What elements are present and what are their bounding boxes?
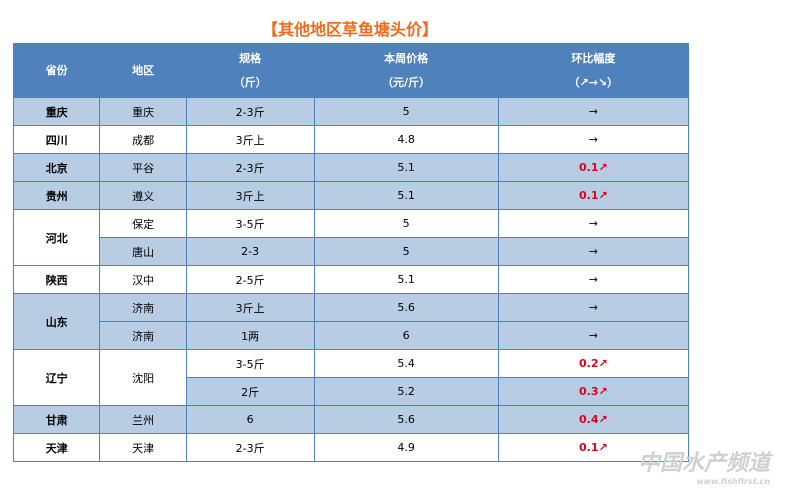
header-text: 规格: [239, 51, 262, 65]
change-cell: →: [497, 237, 690, 266]
region-cell: 唐山: [99, 237, 187, 266]
watermark: 中国水产频道 www.fishfirst.cn: [638, 445, 770, 486]
change-cell: 0.2↗: [497, 349, 690, 378]
table-body: 重庆 重庆 2-3斤 5 → 四川 成都 3斤上 4.8 → 北京 平谷 2-3斤 5.1 0.1↗ 贵州 遵义…: [12, 97, 690, 462]
province-cell: 陕西: [12, 265, 101, 294]
header-cell: 本周价格 （元/斤）: [313, 43, 499, 98]
province-cell: 甘肃: [12, 405, 101, 434]
table-row: 河北 保定 3-5斤 5 →: [12, 209, 690, 266]
region-cell: 遵义: [99, 181, 187, 210]
spec-cell: 3斤上: [185, 293, 315, 322]
table-row: 陕西 汉中 2-5斤 5.1 →: [12, 265, 690, 294]
spec-cell: 3斤上: [185, 125, 315, 154]
table-row: 四川 成都 3斤上 4.8 →: [12, 125, 690, 154]
header-row: 省份 地区 规格 （斤） 本周价格 （元/斤） 环比幅度 （↗→↘）: [12, 43, 690, 98]
table-row: 甘肃 兰州 6 5.6 0.4↗: [12, 405, 690, 434]
province-cell: 山东: [12, 293, 101, 350]
province-cell: 天津: [12, 433, 101, 462]
price-cell: 4.8: [313, 125, 499, 154]
spec-cell: 2-5斤: [185, 265, 315, 294]
header-text: 本周价格: [384, 51, 429, 65]
change-cell: →: [497, 97, 690, 126]
table-row: 2斤 5.2 0.3↗: [14, 377, 690, 406]
title: 【其他地区草鱼塘头价】: [261, 20, 438, 39]
change-cell: 0.1↗: [497, 433, 690, 462]
spec-cell: 3-5斤: [185, 349, 315, 378]
province-cell: 河北: [12, 209, 101, 266]
region-cell: 保定: [99, 209, 187, 238]
price-cell: 5.6: [313, 293, 499, 322]
change-cell: 0.4↗: [497, 405, 690, 434]
province-cell: 贵州: [12, 181, 101, 210]
province-cell: 重庆: [12, 97, 101, 126]
spec-cell: 6: [185, 405, 315, 434]
table-row: 济南 1两 6 →: [14, 321, 690, 350]
watermark-url: www.fishfirst.cn: [696, 477, 770, 486]
price-cell: 5: [313, 237, 499, 266]
region-cell: 济南: [99, 321, 187, 350]
spec-cell: 3-5斤: [185, 209, 315, 238]
spec-cell: 3斤上: [185, 181, 315, 210]
header-text: （元/斤）: [382, 75, 431, 89]
price-cell: 5: [313, 209, 499, 238]
region-cell: 兰州: [99, 405, 187, 434]
spec-cell: 1两: [185, 321, 315, 350]
header-cell: 地区: [99, 43, 187, 98]
header-cell: 规格 （斤）: [185, 43, 315, 98]
header-cell: 省份: [12, 43, 101, 98]
table-row: 辽宁 沈阳 3-5斤 5.4 0.2↗: [12, 349, 690, 406]
table-row: 北京 平谷 2-3斤 5.1 0.1↗: [12, 153, 690, 182]
price-cell: 5: [313, 97, 499, 126]
region-cell: 天津: [99, 433, 187, 462]
change-cell: →: [497, 265, 690, 294]
change-cell: 0.1↗: [497, 181, 690, 210]
region-cell: 沈阳: [99, 349, 187, 406]
spec-cell: 2-3斤: [185, 153, 315, 182]
change-cell: →: [497, 209, 690, 238]
table-row: 唐山 2-3 5 →: [14, 237, 690, 266]
price-table: 省份 地区 规格 （斤） 本周价格 （元/斤） 环比幅度 （↗→↘） 重庆 重庆 2-3斤 5 → 四川…: [12, 43, 690, 462]
change-cell: →: [497, 321, 690, 350]
province-cell: 四川: [12, 125, 101, 154]
header-text: （↗→↘）: [568, 75, 619, 89]
price-cell: 5.4: [313, 349, 499, 378]
table-row: 重庆 重庆 2-3斤 5 →: [12, 97, 690, 126]
region-cell: 汉中: [99, 265, 187, 294]
price-cell: 6: [313, 321, 499, 350]
spec-cell: 2-3: [185, 237, 315, 266]
price-cell: 5.2: [313, 377, 499, 406]
region-cell: 平谷: [99, 153, 187, 182]
province-cell: 北京: [12, 153, 101, 182]
change-cell: 0.3↗: [497, 377, 690, 406]
table-header: 省份 地区 规格 （斤） 本周价格 （元/斤） 环比幅度 （↗→↘）: [12, 43, 690, 98]
spec-cell: 2斤: [185, 377, 315, 406]
price-cell: 5.6: [313, 405, 499, 434]
header-cell: 环比幅度 （↗→↘）: [497, 43, 690, 98]
region-cell: 济南: [99, 293, 187, 322]
province-cell: 辽宁: [12, 349, 101, 406]
change-cell: →: [497, 125, 690, 154]
spec-cell: 2-3斤: [185, 433, 315, 462]
region-cell: 成都: [99, 125, 187, 154]
watermark-name: 中国水产频道: [637, 451, 770, 476]
change-cell: →: [497, 293, 690, 322]
header-text: 环比幅度: [571, 51, 616, 65]
spec-cell: 2-3斤: [185, 97, 315, 126]
table-row: 贵州 遵义 3斤上 5.1 0.1↗: [12, 181, 690, 210]
change-cell: 0.1↗: [497, 153, 690, 182]
price-cell: 4.9: [313, 433, 499, 462]
table-row: 天津 天津 2-3斤 4.9 0.1↗: [12, 433, 690, 462]
price-cell: 5.1: [313, 181, 499, 210]
region-cell: 重庆: [99, 97, 187, 126]
header-text: （斤）: [233, 75, 267, 89]
price-cell: 5.1: [313, 265, 499, 294]
table-row: 山东 济南 3斤上 5.6 →: [12, 293, 690, 350]
header-text: 省份: [45, 63, 68, 77]
header-text: 地区: [132, 63, 155, 77]
price-cell: 5.1: [313, 153, 499, 182]
